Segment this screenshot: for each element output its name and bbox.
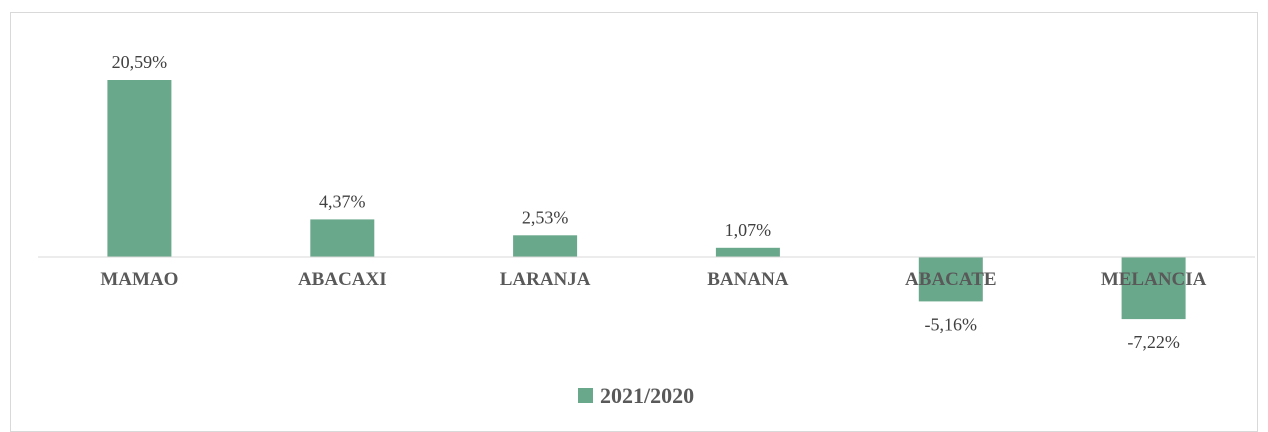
bar-banana [715,247,780,257]
legend-swatch [578,388,593,403]
category-label-abacaxi: ABACAXI [298,269,387,290]
data-label-abacate: -5,16% [925,314,978,334]
category-label-laranja: LARANJA [500,269,591,290]
bar-mamao [107,80,172,257]
category-label-mamao: MAMAO [100,269,178,290]
data-label-laranja: 2,53% [522,207,569,227]
data-label-banana: 1,07% [725,220,772,240]
bar-abacaxi [310,219,375,257]
data-label-abacaxi: 4,37% [319,191,366,211]
category-label-banana: BANANA [707,269,789,290]
data-label-mamao: 20,59% [112,52,168,72]
bar-abacate [918,257,983,302]
bar-melancia [1121,257,1186,320]
legend: 2021/2020 [578,383,694,408]
category-label-abacate: ABACATE [905,269,997,290]
data-label-melancia: -7,22% [1127,332,1180,352]
chart-frame [10,12,1258,432]
category-label-melancia: MELANCIA [1101,269,1207,290]
bar-laranja [513,235,578,257]
legend-label: 2021/2020 [600,383,694,408]
